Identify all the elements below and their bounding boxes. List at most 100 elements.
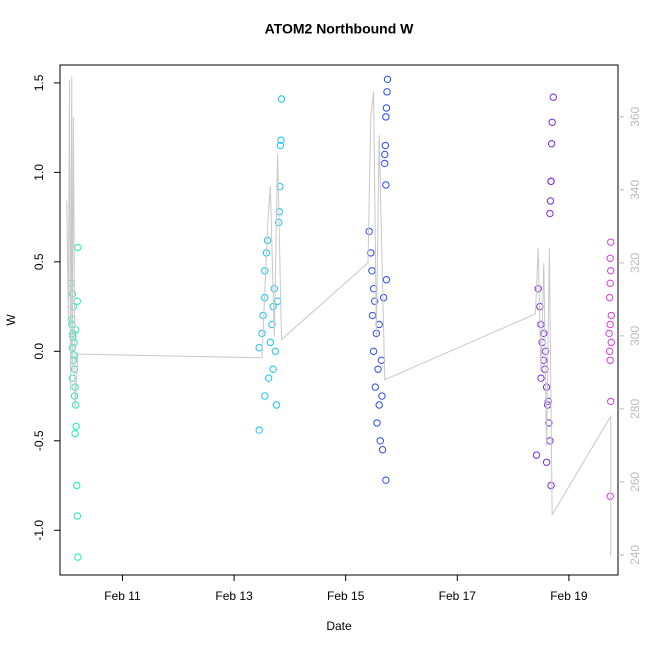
point <box>271 347 280 356</box>
point <box>378 392 386 400</box>
line <box>66 76 612 557</box>
chart-title: ATOM2 Northbound W <box>265 21 415 37</box>
point <box>266 338 275 347</box>
point <box>378 446 387 454</box>
point <box>606 279 614 288</box>
point <box>607 338 616 347</box>
point <box>383 88 391 96</box>
point <box>607 267 615 275</box>
x-tick-label: Feb 19 <box>550 589 588 603</box>
point <box>605 329 613 338</box>
point <box>261 267 269 275</box>
point <box>371 297 379 305</box>
point <box>549 93 557 101</box>
point <box>606 492 614 500</box>
point <box>382 276 391 284</box>
point <box>382 104 391 112</box>
point <box>276 141 285 150</box>
point <box>367 249 375 257</box>
point <box>368 267 376 275</box>
point <box>272 401 281 409</box>
point <box>258 329 266 338</box>
point <box>542 383 551 391</box>
point <box>607 311 616 320</box>
point <box>368 311 377 320</box>
point <box>373 419 381 427</box>
point <box>73 481 81 490</box>
point <box>605 293 614 302</box>
x-tick-label: Feb 17 <box>439 589 477 603</box>
y2-tick-label: 360 <box>628 107 642 127</box>
point <box>375 401 383 409</box>
y-tick-label: 1.5 <box>32 74 46 91</box>
x-axis-title: Date <box>326 619 352 633</box>
y-axis-title: W <box>4 314 18 326</box>
point <box>371 383 379 391</box>
point <box>73 512 81 520</box>
point <box>268 320 276 329</box>
point <box>606 254 614 262</box>
point <box>381 141 390 150</box>
point <box>255 344 263 352</box>
x-tick-label: Feb 11 <box>104 589 141 603</box>
y2-tick-label: 240 <box>628 545 642 565</box>
point <box>277 95 286 103</box>
point <box>537 374 545 382</box>
point <box>374 365 382 373</box>
point <box>74 243 82 252</box>
y2-tick-label: 340 <box>628 180 642 200</box>
plot-frame <box>59 64 619 576</box>
point <box>607 238 615 246</box>
point <box>369 347 378 356</box>
point <box>546 209 554 218</box>
point <box>73 297 81 305</box>
y-tick-label: 1.0 <box>32 164 46 181</box>
x-tick-label: Feb 15 <box>327 589 365 603</box>
point <box>74 553 82 561</box>
point <box>269 365 277 373</box>
y2-tick-label: 300 <box>628 326 642 346</box>
point <box>71 429 79 438</box>
y-tick-label: 0.0 <box>32 343 46 360</box>
point <box>546 437 554 445</box>
point <box>276 182 284 191</box>
point <box>605 347 614 356</box>
point <box>379 293 388 302</box>
point <box>259 311 267 320</box>
point <box>537 320 545 329</box>
x-tick-label: Feb 13 <box>215 589 253 603</box>
point <box>606 320 614 329</box>
point <box>548 118 556 126</box>
point <box>383 75 392 84</box>
point <box>381 159 389 168</box>
point <box>545 419 553 427</box>
y2-tick-label: 280 <box>628 399 642 419</box>
point <box>255 426 263 434</box>
point <box>532 451 541 459</box>
point <box>534 284 542 293</box>
y-tick-label: 0.5 <box>32 253 46 270</box>
point <box>270 284 278 293</box>
point <box>607 397 615 406</box>
point <box>264 374 273 382</box>
point <box>606 356 614 364</box>
point <box>547 140 556 148</box>
point <box>382 476 390 484</box>
point <box>546 197 555 205</box>
point <box>381 150 389 159</box>
y2-tick-label: 260 <box>628 472 642 492</box>
point <box>376 437 384 445</box>
point <box>547 177 555 186</box>
y2-tick-label: 320 <box>628 253 642 273</box>
point <box>72 422 80 431</box>
point <box>382 113 390 121</box>
point <box>547 481 555 490</box>
point <box>377 356 386 364</box>
y-tick-label: -0.5 <box>32 430 46 451</box>
y-tick-label: -1.0 <box>32 520 46 541</box>
point <box>277 136 285 144</box>
point <box>261 392 269 400</box>
point <box>68 374 76 382</box>
point <box>382 181 390 189</box>
